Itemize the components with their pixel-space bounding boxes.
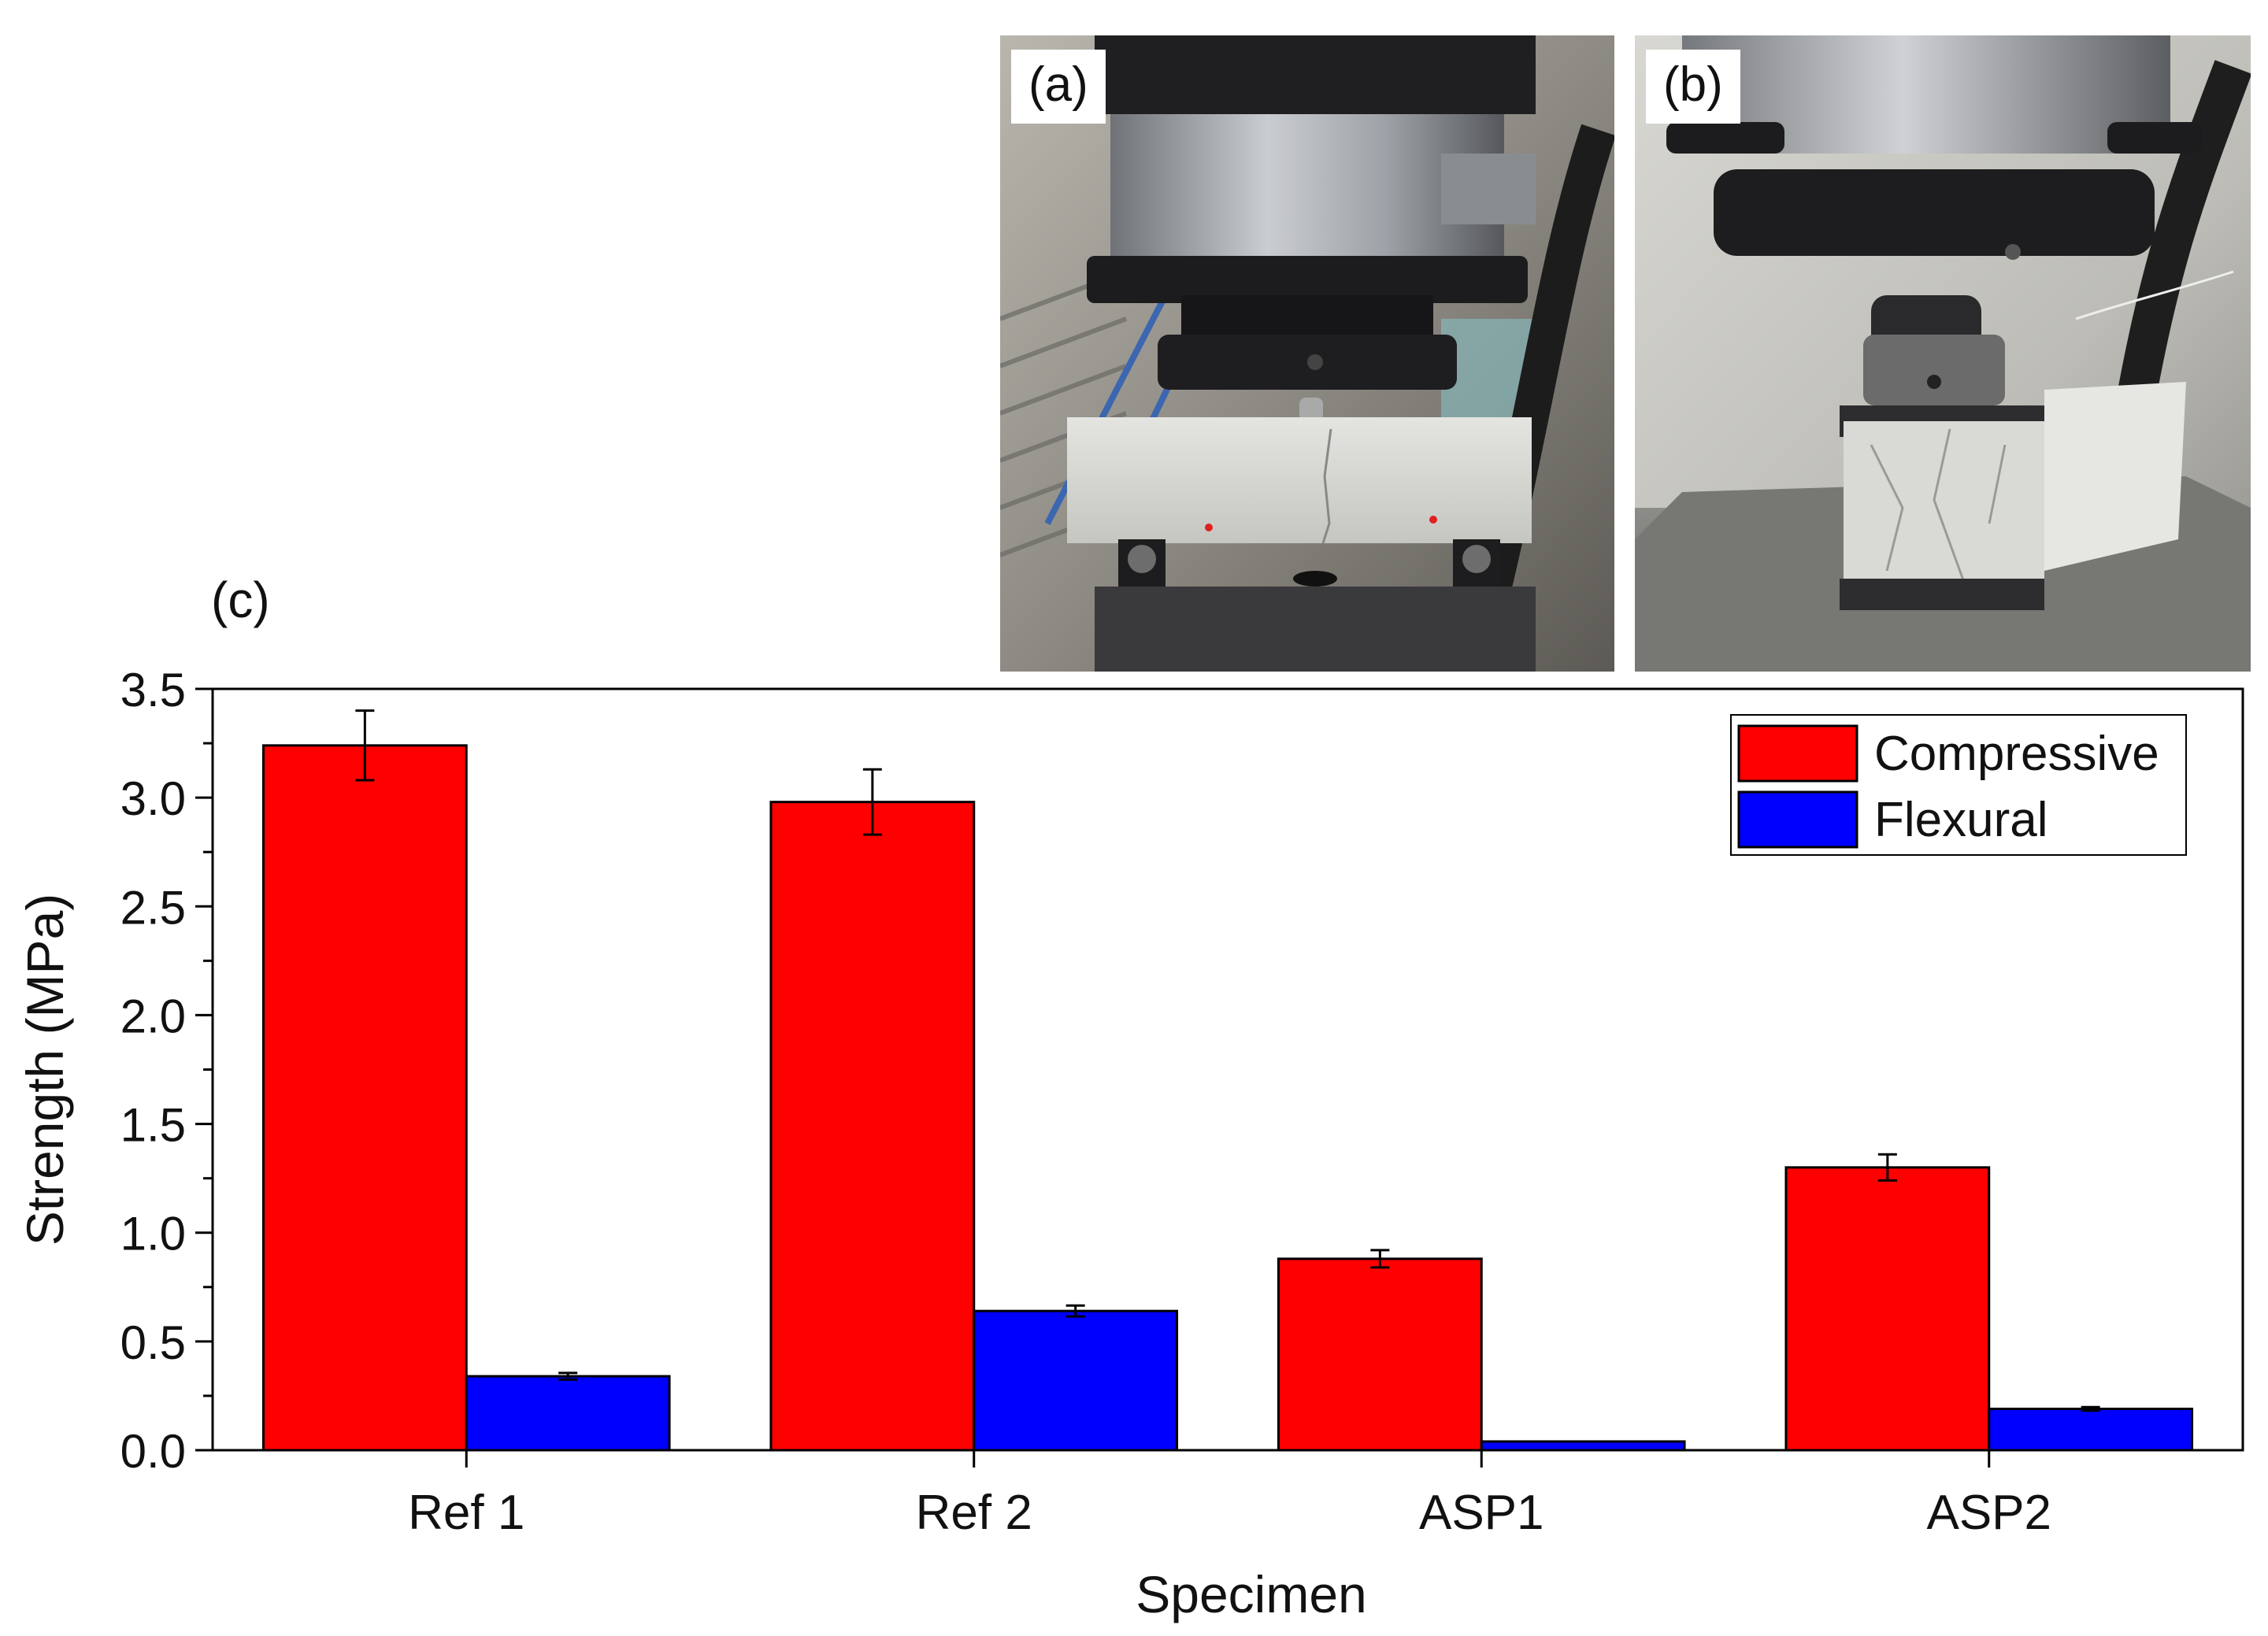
bar-compressive-ref2	[769, 801, 976, 1452]
bar-compressive-asp1	[1277, 1257, 1483, 1452]
photo-compressive-test: (b)	[1635, 35, 2251, 672]
y-tick-label: 2.0	[120, 990, 186, 1042]
error-bar	[1370, 1249, 1390, 1269]
legend-swatch-compressive	[1737, 724, 1858, 783]
y-tick-label: 0.5	[120, 1316, 186, 1369]
compressive-test-image	[1635, 35, 2251, 672]
bar-flexural-ref2	[973, 1309, 1179, 1452]
bar-flexural-asp2	[1988, 1408, 2194, 1452]
error-bar	[355, 709, 375, 782]
x-tick-label: ASP1	[1419, 1486, 1544, 1540]
error-bar	[558, 1371, 578, 1381]
error-bar	[862, 768, 882, 836]
legend-swatch-flexural	[1737, 790, 1858, 849]
x-tick-label: Ref 2	[916, 1486, 1032, 1540]
x-axis-label: Specimen	[1136, 1565, 1367, 1623]
x-axis: Ref 1 Ref 2 ASP1 ASP2	[408, 1450, 2051, 1540]
bar-flexural-asp1	[1480, 1440, 1686, 1452]
y-axis-label: Strength (MPa)	[16, 894, 74, 1246]
bar-compressive-asp2	[1784, 1166, 1991, 1452]
photo-flexural-test: (a)	[1000, 35, 1614, 672]
legend: Compressive Flexural	[1730, 714, 2187, 856]
y-tick-label: 3.5	[120, 664, 186, 716]
y-tick-label: 1.5	[120, 1099, 186, 1152]
error-bar	[2081, 1405, 2100, 1412]
panel-b-label: (b)	[1646, 50, 1740, 124]
flexural-test-image	[1000, 35, 1614, 672]
legend-label-flexural: Flexural	[1874, 793, 2048, 847]
y-axis: 0.0 0.5 1.0 1.5 2.0 2.5 3.0 3.5	[120, 664, 213, 1478]
bars-group	[261, 709, 2194, 1452]
y-tick-label: 0.0	[120, 1425, 186, 1478]
bar-flexural-ref1	[465, 1375, 671, 1452]
legend-label-compressive: Compressive	[1874, 727, 2159, 781]
x-tick-label: ASP2	[1926, 1486, 2051, 1540]
y-tick-label: 3.0	[120, 772, 186, 825]
error-bar	[1877, 1153, 1897, 1182]
error-bar	[1065, 1304, 1085, 1318]
x-tick-label: Ref 1	[408, 1486, 524, 1540]
panel-a-label: (a)	[1011, 50, 1106, 124]
panel-c-label: (c)	[211, 572, 270, 628]
y-tick-label: 2.5	[120, 881, 186, 934]
bar-compressive-ref1	[261, 744, 468, 1452]
y-tick-label: 1.0	[120, 1208, 186, 1260]
